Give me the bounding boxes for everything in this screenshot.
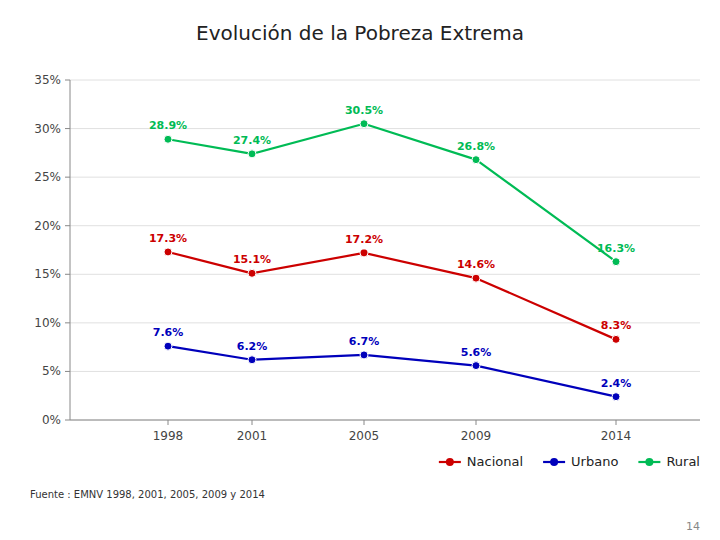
grid-line [70, 371, 700, 372]
point [164, 135, 172, 143]
y-tick [65, 225, 70, 226]
data-label: 6.7% [349, 335, 380, 348]
legend-label: Urbano [571, 454, 618, 469]
point [164, 342, 172, 350]
x-axis-line [70, 420, 700, 421]
legend-marker [446, 458, 454, 466]
y-tick-label: 5% [42, 364, 61, 378]
y-tick [65, 177, 70, 178]
data-label: 8.3% [601, 319, 632, 332]
point [164, 248, 172, 256]
x-tick-label: 2014 [601, 429, 632, 443]
x-tick [252, 420, 253, 425]
legend-item: Urbano [543, 454, 618, 469]
data-label: 17.2% [345, 233, 383, 246]
grid-line [70, 420, 700, 421]
legend-item: Nacional [439, 454, 523, 469]
legend-label: Rural [666, 454, 700, 469]
y-tick-label: 10% [34, 316, 61, 330]
data-label: 28.9% [149, 119, 187, 132]
series-line [168, 252, 616, 339]
x-tick [364, 420, 365, 425]
y-tick [65, 128, 70, 129]
point [612, 335, 620, 343]
chart: Evolución de la Pobreza Extrema 0% 5% 10% 15… [0, 0, 720, 540]
grid-line [70, 225, 700, 226]
data-label: 6.2% [237, 340, 268, 353]
y-axis-line [70, 80, 71, 420]
y-tick [65, 420, 70, 421]
point [360, 120, 368, 128]
legend: Nacional Urbano Rural [439, 454, 700, 469]
point [360, 351, 368, 359]
point [472, 274, 480, 282]
y-tick-label: 15% [34, 267, 61, 281]
data-label: 7.6% [153, 326, 184, 339]
data-label: 16.3% [597, 242, 635, 255]
legend-label: Nacional [467, 454, 523, 469]
y-tick [65, 80, 70, 81]
x-tick [168, 420, 169, 425]
y-tick-label: 35% [34, 73, 61, 87]
data-label: 2.4% [601, 377, 632, 390]
plot-area [164, 120, 620, 401]
data-label: 26.8% [457, 140, 495, 153]
x-tick [616, 420, 617, 425]
y-tick [65, 274, 70, 275]
grid-line [70, 274, 700, 275]
source: Fuente : EMNV 1998, 2001, 2005, 2009 y 2… [30, 489, 265, 500]
point [472, 156, 480, 164]
legend-marker [550, 458, 558, 466]
grid-line [70, 177, 700, 178]
x-tick-label: 2005 [349, 429, 380, 443]
series-line [168, 346, 616, 397]
x-tick-label: 2001 [237, 429, 268, 443]
y-tick-label: 30% [34, 122, 61, 136]
data-label: 5.6% [461, 346, 492, 359]
point [248, 356, 256, 364]
axes: 0% 5% 10% 15% 20% 25% 30% 35% 1998 2001 2005 2009 20… [34, 73, 700, 443]
data-labels: 17.3% 15.1% 17.2% 14.6% 8.3% 7.6% 6.2% 6.7% 5.6%… [149, 104, 635, 390]
y-tick-label: 20% [34, 219, 61, 233]
grid-line [70, 80, 700, 81]
title: Evolución de la Pobreza Extrema [196, 21, 524, 45]
x-tick [476, 420, 477, 425]
point [612, 393, 620, 401]
y-tick-label: 0% [42, 413, 61, 427]
y-tick [65, 371, 70, 372]
data-label: 15.1% [233, 253, 271, 266]
legend-item: Rural [638, 454, 700, 469]
x-tick-label: 2009 [461, 429, 492, 443]
y-tick [65, 322, 70, 323]
series-line [168, 124, 616, 262]
point [248, 150, 256, 158]
data-label: 27.4% [233, 134, 271, 147]
point [248, 269, 256, 277]
page-number: 14 [686, 520, 700, 533]
point [472, 362, 480, 370]
data-label: 30.5% [345, 104, 383, 117]
point [360, 249, 368, 257]
data-label: 17.3% [149, 232, 187, 245]
data-label: 14.6% [457, 258, 495, 271]
point [612, 258, 620, 266]
y-tick-label: 25% [34, 170, 61, 184]
legend-marker [645, 458, 653, 466]
x-tick-label: 1998 [153, 429, 184, 443]
